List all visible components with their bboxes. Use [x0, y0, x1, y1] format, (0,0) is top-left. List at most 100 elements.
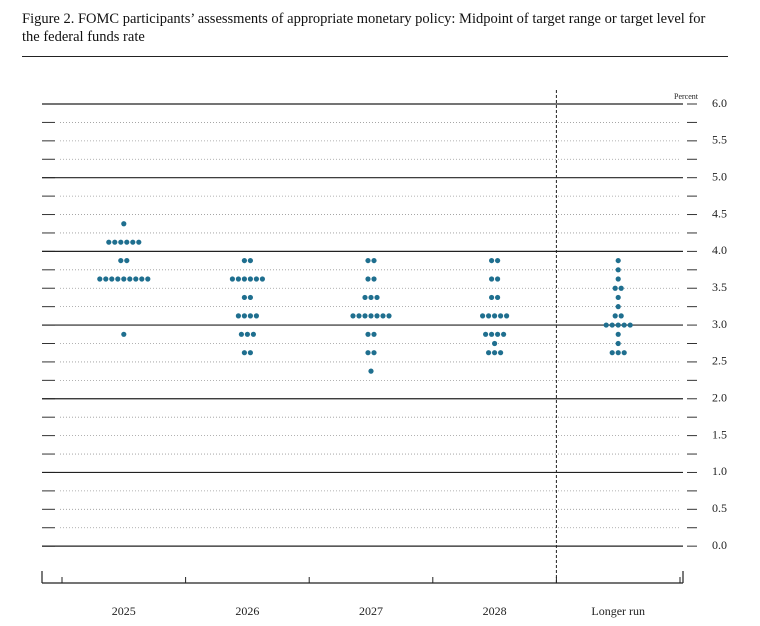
- y-tick-label: 1.5: [712, 427, 727, 441]
- dot: [365, 276, 371, 282]
- dot: [615, 350, 621, 356]
- dot: [621, 322, 627, 328]
- dot: [139, 276, 145, 282]
- dot: [603, 322, 609, 328]
- dot: [371, 350, 377, 356]
- dot: [371, 257, 377, 264]
- dot: [615, 304, 621, 310]
- dot: [241, 350, 247, 356]
- dot: [247, 257, 253, 264]
- dot: [489, 294, 495, 301]
- dot: [124, 257, 130, 264]
- dot: [368, 313, 374, 319]
- dot: [609, 350, 615, 356]
- y-tick-label: 2.5: [712, 354, 727, 368]
- y-tick-label: 5.0: [712, 169, 727, 183]
- dot: [356, 313, 362, 319]
- dot: [247, 313, 253, 319]
- dot: [121, 221, 127, 227]
- dot: [241, 313, 247, 319]
- title-rule: [22, 56, 728, 57]
- dot: [612, 313, 618, 319]
- y-tick-label: 2.0: [712, 391, 727, 405]
- dot: [247, 276, 253, 282]
- dot: [492, 313, 498, 319]
- dot: [495, 276, 501, 282]
- dot: [115, 276, 121, 282]
- dot: [618, 313, 624, 319]
- dot: [368, 368, 374, 374]
- dot: [362, 313, 368, 319]
- dot: [621, 350, 627, 356]
- dot: [118, 257, 124, 264]
- dot: [492, 340, 498, 347]
- dot: [121, 331, 127, 337]
- y-tick-label: 3.5: [712, 280, 727, 294]
- dot: [241, 294, 247, 301]
- dot: [489, 257, 495, 264]
- dot: [136, 239, 142, 245]
- dot: [259, 276, 265, 282]
- dot: [615, 294, 621, 301]
- y-tick-label: 1.0: [712, 464, 727, 478]
- dot: [386, 313, 392, 319]
- x-tick-label: Longer run: [591, 604, 645, 618]
- dot: [350, 313, 356, 319]
- dot: [253, 313, 259, 319]
- dot: [615, 267, 621, 273]
- dot: [486, 350, 492, 356]
- dot: [130, 239, 136, 245]
- dot: [241, 276, 247, 282]
- y-tick-label: 4.5: [712, 206, 727, 220]
- dot: [495, 331, 501, 337]
- dot: [244, 331, 250, 337]
- dot: [238, 331, 244, 337]
- dot: [480, 313, 486, 319]
- dot: [615, 340, 621, 347]
- dot: [121, 276, 127, 282]
- dot: [486, 313, 492, 319]
- y-axis-label: Percent: [674, 92, 699, 101]
- dot: [380, 313, 386, 319]
- dot: [250, 331, 256, 337]
- dot: [112, 239, 118, 245]
- dot: [374, 313, 380, 319]
- dot: [615, 322, 621, 328]
- dot: [495, 294, 501, 301]
- dot: [627, 322, 633, 328]
- y-tick-label: 0.5: [712, 501, 727, 515]
- dot: [365, 350, 371, 356]
- dot: [247, 294, 253, 301]
- dot: [247, 350, 253, 356]
- dot: [504, 313, 510, 319]
- dot: [109, 276, 115, 282]
- x-tick-label: 2026: [235, 604, 259, 618]
- dot: [371, 276, 377, 282]
- dot: [371, 331, 377, 337]
- dot: [498, 350, 504, 356]
- dot: [492, 350, 498, 356]
- dot: [124, 239, 130, 245]
- dot: [235, 313, 241, 319]
- chart-title: Figure 2. FOMC participants’ assessments…: [22, 11, 706, 45]
- dot: [103, 276, 109, 282]
- dot: [241, 257, 247, 264]
- dot: [483, 331, 489, 337]
- dot: [127, 276, 133, 282]
- dot: [489, 331, 495, 337]
- dot: [118, 239, 124, 245]
- dot: [145, 276, 151, 282]
- dot: [374, 294, 380, 301]
- dot: [618, 285, 624, 291]
- x-tick-label: 2027: [359, 604, 383, 618]
- x-tick-label: 2028: [483, 604, 507, 618]
- y-tick-label: 3.0: [712, 317, 727, 331]
- dot: [365, 331, 371, 337]
- dot: [612, 285, 618, 291]
- dot: [133, 276, 139, 282]
- dot: [489, 276, 495, 282]
- dot: [615, 257, 621, 264]
- dot: [235, 276, 241, 282]
